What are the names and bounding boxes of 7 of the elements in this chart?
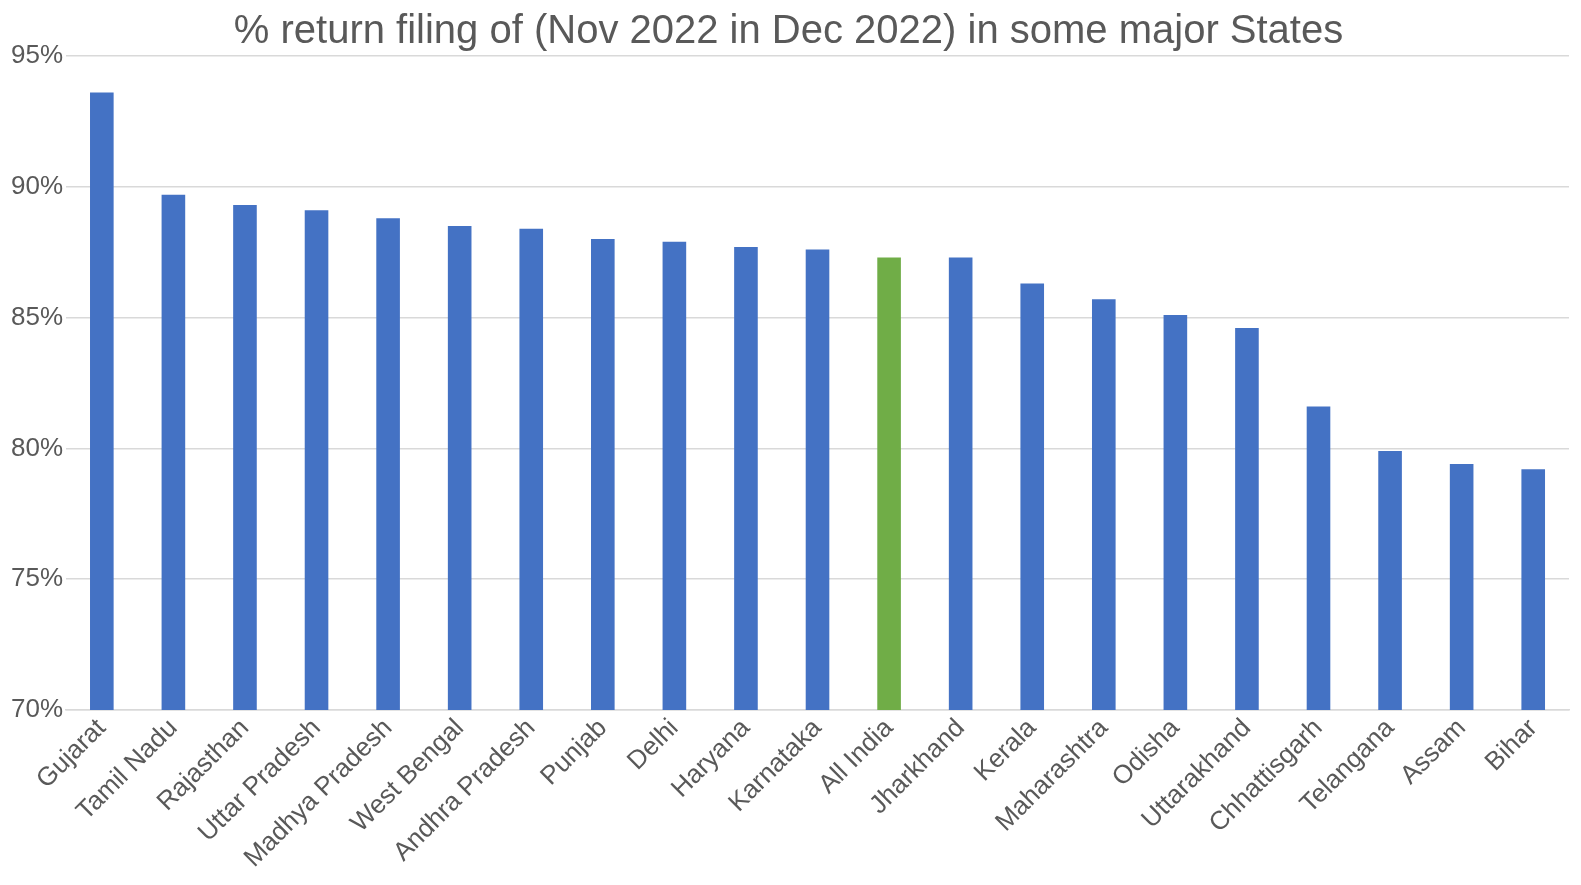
chart-title: % return filing of (Nov 2022 in Dec 2022) in some major States (233, 7, 1344, 52)
y-tick-label: 90% (10, 169, 64, 200)
y-tick-label: 75% (10, 562, 64, 593)
y-tick-label: 85% (10, 300, 64, 331)
y-tick-label: 70% (10, 693, 64, 724)
y-tick-label: 80% (10, 431, 64, 462)
y-tick-label: 95% (10, 39, 64, 70)
